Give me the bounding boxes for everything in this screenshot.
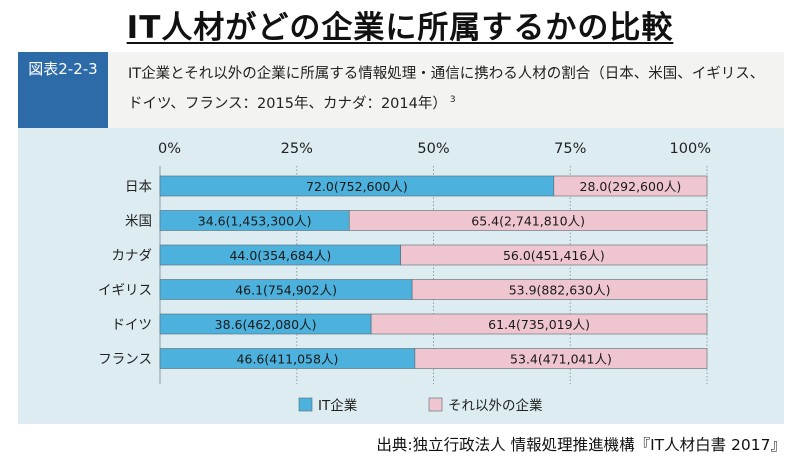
source-citation: 出典:独立行政法人 情報処理推進機構『IT人材白書 2017』 (376, 436, 786, 454)
x-tick-label: 0% (158, 141, 181, 157)
legend-swatch-it (298, 397, 313, 412)
bar-other (411, 279, 708, 300)
bar-other (400, 244, 708, 266)
bar-it-label: 46.1(754,902人) (235, 283, 337, 298)
category-label: 米国 (125, 214, 152, 230)
bar-it-label: 44.0(354,684人) (229, 248, 331, 263)
x-tick-label: 25% (281, 141, 313, 157)
bar-other-label: 53.4(471,041人) (510, 352, 612, 367)
x-tick-label: 75% (554, 141, 586, 157)
stacked-bar-chart: 0% 25% 50% 75% 100% 日本 72.0(752,600人) 28.0(292,… (98, 141, 711, 414)
figure-caption: IT企業とそれ以外の企業に所属する情報処理・通信に携わる人材の割合（日本、米国、… (128, 61, 773, 117)
figure-label: 図表2-2-3 (18, 52, 108, 128)
x-tick-label: 100% (670, 141, 711, 157)
bar-it-label: 38.6(462,080人) (215, 317, 317, 332)
page-title: IT人材がどの企業に所属するかの比較 (126, 10, 674, 46)
bar-other-label: 56.0(451,416人) (503, 248, 605, 263)
bar-it-label: 34.6(1,453,300人) (198, 214, 312, 229)
bar-other-label: 61.4(735,019人) (488, 317, 590, 332)
category-label: イギリス (98, 283, 152, 299)
category-label: カナダ (112, 248, 153, 264)
figure-panel: 図表2-2-3 IT企業とそれ以外の企業に所属する情報処理・通信に携わる人材の割… (18, 52, 784, 424)
bar-other (348, 210, 708, 231)
category-label: ドイツ (112, 317, 153, 333)
bar-it-label: 46.6(411,058人) (237, 352, 339, 367)
x-tick-label: 50% (417, 141, 449, 157)
bar-other-label: 65.4(2,741,810人) (471, 214, 585, 229)
category-label: フランス (98, 352, 152, 368)
figure-caption-text: IT企業とそれ以外の企業に所属する情報処理・通信に携わる人材の割合（日本、米国、… (128, 66, 765, 112)
category-label: 日本 (125, 179, 152, 195)
figure-header: 図表2-2-3 IT企業とそれ以外の企業に所属する情報処理・通信に携わる人材の割… (18, 52, 784, 128)
bar-other-label: 53.9(882,630人) (509, 283, 611, 298)
bar-it-label: 72.0(752,600人) (306, 179, 408, 194)
bar-other (553, 175, 708, 197)
legend-label-other: それ以外の企業 (448, 397, 543, 414)
legend-label-it: IT企業 (318, 397, 358, 414)
bar-other-label: 28.0(292,600人) (580, 179, 682, 194)
legend-swatch-other (428, 397, 443, 412)
bar-other (414, 348, 708, 369)
figure-note: 3 (449, 95, 456, 105)
bar-other (370, 313, 708, 335)
